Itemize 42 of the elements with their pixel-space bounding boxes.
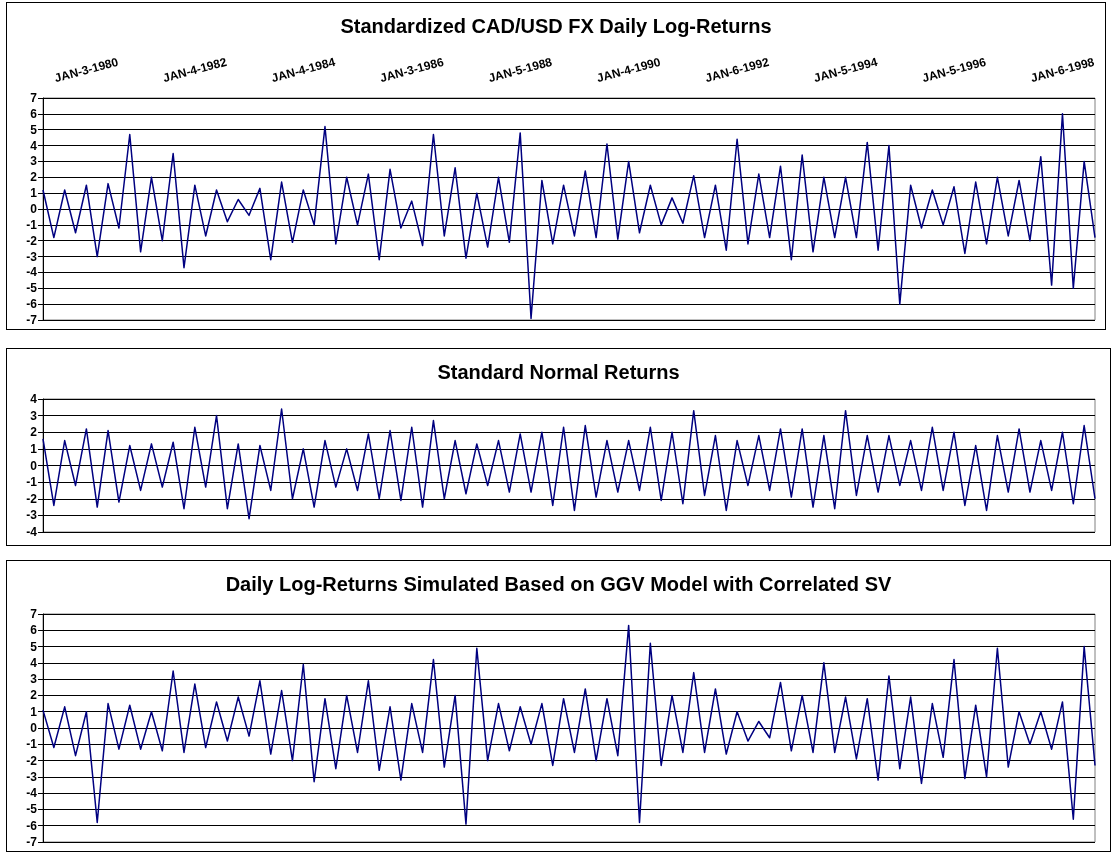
y-tick-label: 1 <box>30 704 38 719</box>
y-tick-label: -3 <box>26 249 38 264</box>
y-tick-label: 0 <box>30 458 38 473</box>
y-tick-label: 5 <box>30 122 38 137</box>
y-tick-label: -1 <box>26 737 38 752</box>
y-tick-label: -4 <box>26 786 38 801</box>
chart-title: Standardized CAD/USD FX Daily Log-Returns <box>340 15 772 37</box>
y-tick-label: -1 <box>26 475 38 490</box>
y-tick-label: 3 <box>30 154 38 169</box>
y-tick-label: 7 <box>30 607 38 621</box>
y-tick-label: -6 <box>26 818 38 833</box>
y-tick-label: 1 <box>30 186 38 201</box>
y-tick-label: -7 <box>26 835 38 849</box>
y-tick-label: 6 <box>30 623 38 638</box>
y-tick-label: 6 <box>30 106 38 121</box>
chart-title: Daily Log-Returns Simulated Based on GGV Model with Correlated SV <box>225 573 892 595</box>
y-tick-label: 2 <box>30 688 38 703</box>
y-tick-label: -2 <box>26 753 38 768</box>
y-tick-label: -6 <box>26 297 38 312</box>
y-tick-label: 4 <box>30 392 38 406</box>
y-tick-label: -1 <box>26 217 38 232</box>
y-tick-label: 4 <box>30 655 38 670</box>
y-tick-label: -7 <box>26 313 38 327</box>
y-tick-label: 1 <box>30 441 38 456</box>
y-tick-label: 3 <box>30 408 38 423</box>
y-tick-label: 3 <box>30 672 38 687</box>
y-tick-label: 0 <box>30 202 38 216</box>
y-tick-label: 4 <box>30 138 38 153</box>
chart-title: Standard Normal Returns <box>437 361 680 383</box>
y-tick-label: 2 <box>30 425 38 440</box>
y-tick-label: -5 <box>26 281 38 296</box>
y-tick-label: -3 <box>26 769 38 784</box>
y-tick-label: -2 <box>26 491 38 506</box>
y-tick-label: -5 <box>26 802 38 817</box>
y-tick-label: -4 <box>26 265 38 280</box>
y-tick-label: -4 <box>26 525 38 539</box>
y-tick-label: 5 <box>30 639 38 654</box>
y-tick-label: -2 <box>26 233 38 248</box>
y-tick-label: 2 <box>30 170 38 185</box>
y-tick-label: 0 <box>30 721 38 735</box>
y-tick-label: -3 <box>26 508 38 523</box>
y-tick-label: 7 <box>30 91 38 105</box>
